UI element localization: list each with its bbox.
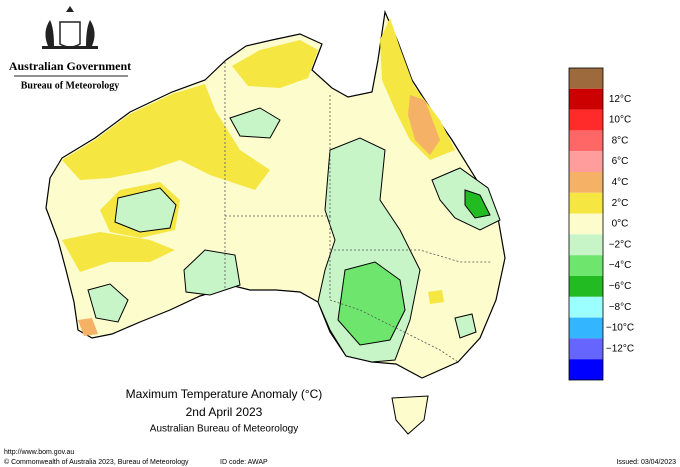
legend-swatch bbox=[569, 130, 603, 152]
bureau-name: Bureau of Meteorology bbox=[21, 80, 120, 91]
legend-swatch bbox=[569, 296, 603, 318]
legend-label: −12°C bbox=[606, 343, 634, 354]
map-date: 2nd April 2023 bbox=[186, 405, 263, 419]
legend-label: −8°C bbox=[609, 302, 632, 313]
legend-label: −10°C bbox=[606, 323, 634, 334]
legend-swatch bbox=[569, 317, 603, 339]
agency-name: Australian Government bbox=[9, 59, 131, 73]
legend: 12°C 10°C 8°C 6°C 4°C 2°C 0°C −2°C −4°C −6°C −8°C −… bbox=[568, 67, 634, 381]
legend-label: 6°C bbox=[612, 156, 629, 167]
legend-frame bbox=[568, 67, 604, 381]
legend-swatch bbox=[569, 338, 603, 360]
legend-label: 8°C bbox=[612, 135, 629, 146]
legend-label: −6°C bbox=[609, 281, 632, 292]
legend-label: 0°C bbox=[612, 219, 629, 230]
legend-swatch bbox=[569, 109, 603, 131]
legend-label: 10°C bbox=[609, 115, 631, 126]
legend-label: −2°C bbox=[609, 239, 632, 250]
legend-swatch bbox=[569, 255, 603, 276]
legend-swatch bbox=[569, 68, 603, 89]
legend-swatch bbox=[569, 276, 603, 297]
legend-swatch bbox=[569, 88, 603, 110]
legend-swatch bbox=[569, 213, 603, 235]
legend-swatch bbox=[569, 359, 603, 380]
legend-swatch bbox=[569, 151, 603, 172]
footer-id: ID code: AWAP bbox=[220, 459, 268, 466]
map-title: Maximum Temperature Anomaly (°C) bbox=[126, 387, 323, 401]
map-source: Australian Bureau of Meteorology bbox=[150, 424, 298, 435]
footer-url: http://www.bom.gov.au bbox=[4, 449, 74, 456]
legend-label: −4°C bbox=[609, 260, 632, 271]
australia-map bbox=[45, 9, 506, 435]
anomaly-areas bbox=[62, 18, 501, 363]
legend-label: 4°C bbox=[612, 177, 629, 188]
crest bbox=[42, 6, 98, 49]
legend-swatch bbox=[569, 172, 603, 193]
legend-label: 12°C bbox=[609, 94, 631, 105]
state-borders bbox=[224, 62, 492, 363]
legend-swatch bbox=[569, 234, 603, 256]
tasmania bbox=[391, 395, 429, 435]
legend-swatch bbox=[569, 192, 603, 214]
legend-label: 2°C bbox=[612, 198, 629, 209]
footer-issued: Issued: 03/04/2023 bbox=[616, 459, 676, 466]
footer-copyright: © Commonwealth of Australia 2023, Bureau… bbox=[4, 458, 189, 466]
